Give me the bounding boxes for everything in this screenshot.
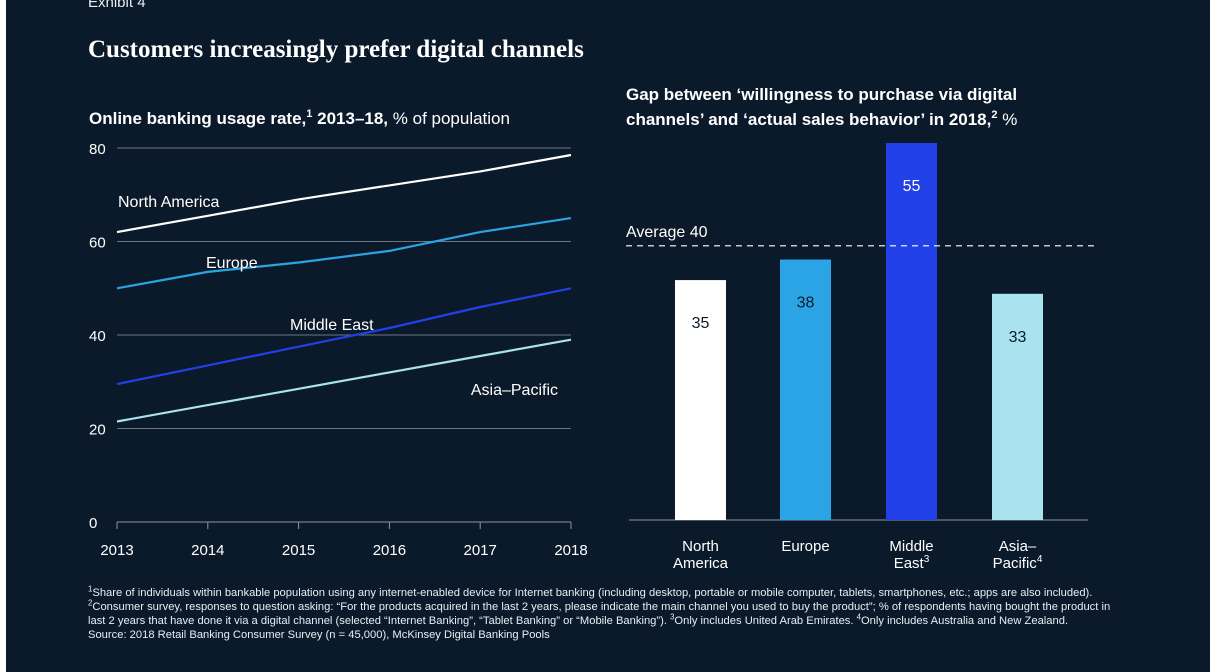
- bar-chart-title-line-1: Gap between ‘willingness to purchase via…: [626, 85, 1017, 104]
- x-tick-label: 2013: [100, 542, 133, 559]
- footnote-3-marker: 3: [670, 612, 675, 622]
- bar-asia-pacific: [992, 293, 1043, 520]
- exhibit-title: Customers increasingly prefer digital ch…: [88, 36, 584, 63]
- footnote-1: Share of individuals within bankable pop…: [92, 587, 1093, 599]
- series-line-north-america: [116, 153, 572, 234]
- y-tick-label: 0: [89, 515, 97, 532]
- footnote-2-marker: 2: [88, 598, 93, 608]
- footnote-3: Only includes United Arab Emirates.: [674, 615, 854, 627]
- series-label-asia-pacific: Asia–Pacific: [471, 382, 558, 399]
- x-tick-label: 2017: [464, 542, 497, 559]
- bar-middle-east: [886, 143, 937, 520]
- source-line: Source: 2018 Retail Banking Consumer Sur…: [88, 629, 550, 641]
- series-line-middle-east: [116, 287, 572, 386]
- bar-value-label: 35: [692, 315, 710, 332]
- series-line-asia-pacific: [116, 338, 572, 423]
- x-tick-label: 2014: [191, 542, 224, 559]
- footnote-1-marker: 1: [88, 584, 93, 594]
- bar-europe: [780, 259, 831, 520]
- category-label: Asia– Pacific4: [993, 538, 1043, 572]
- x-tick-label: 2015: [282, 542, 315, 559]
- exhibit-panel: Exhibit 4 Customers increasingly prefer …: [6, 0, 1210, 672]
- bar-north-america: [675, 280, 726, 520]
- y-tick-label: 20: [89, 422, 106, 439]
- line-chart-title: Online banking usage rate,1 2013–18, % o…: [89, 108, 510, 128]
- footnote-block: 1Share of individuals within bankable po…: [88, 584, 1128, 628]
- series-label-north-america: North America: [118, 194, 219, 211]
- series-label-europe: Europe: [206, 255, 258, 272]
- series-line-europe: [116, 217, 572, 290]
- x-tick-label: 2018: [554, 542, 587, 559]
- y-tick-label: 80: [89, 141, 106, 158]
- charts-canvas: Online banking usage rate,1 2013–18, % o…: [89, 85, 1094, 572]
- footnotes: 1Share of individuals within bankable po…: [88, 584, 1128, 642]
- bar-value-label: 38: [797, 295, 815, 312]
- category-label: Middle East3: [889, 538, 933, 572]
- average-label: Average 40: [626, 224, 708, 241]
- series-label-middle-east: Middle East: [290, 317, 374, 334]
- bar-chart-title-line-2: channels’ and ‘actual sales behavior’ in…: [626, 109, 1017, 129]
- bar-value-label: 33: [1009, 329, 1027, 346]
- footnote-2: Consumer survey, responses to question a…: [88, 601, 1111, 627]
- category-label: North America: [673, 538, 729, 572]
- footnote-4: Only includes Australia and New Zealand.: [860, 615, 1069, 627]
- exhibit-label: Exhibit 4: [88, 0, 146, 11]
- bar-value-label: 55: [903, 178, 921, 195]
- x-tick-label: 2016: [373, 542, 406, 559]
- y-tick-label: 40: [89, 328, 106, 345]
- category-label: Europe: [781, 538, 829, 555]
- y-tick-label: 60: [89, 235, 106, 252]
- footnote-4-marker: 4: [856, 612, 861, 622]
